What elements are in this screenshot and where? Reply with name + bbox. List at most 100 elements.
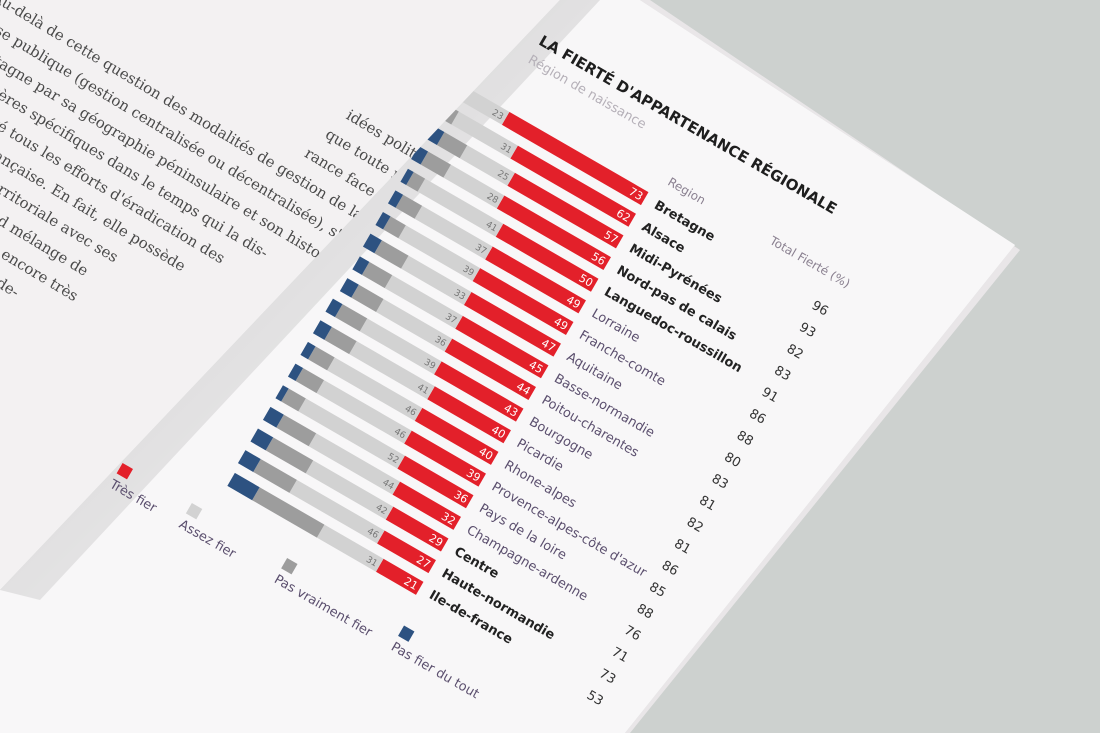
bar-segment <box>385 506 449 552</box>
bar-segment <box>434 361 524 422</box>
value-label: 25 <box>495 169 510 183</box>
bar-segment <box>377 530 436 574</box>
bar-segment <box>324 326 357 355</box>
bar-segment <box>281 388 306 412</box>
total-value: 82 <box>684 515 706 536</box>
bar-segment <box>463 291 561 357</box>
value-label: 40 <box>477 445 496 463</box>
bar-segment <box>451 111 518 159</box>
value-label: 40 <box>489 423 508 441</box>
total-value: 80 <box>721 450 743 471</box>
total-value: 88 <box>634 601 656 622</box>
total-value: 88 <box>734 428 756 449</box>
bar-segment <box>496 195 611 271</box>
total-value: 82 <box>784 342 806 363</box>
value-label: 49 <box>552 315 571 333</box>
bar-segment <box>312 320 332 340</box>
bar-segment <box>401 255 472 305</box>
value-label: 37 <box>473 243 488 257</box>
value-label: 39 <box>464 466 483 484</box>
value-label: 32 <box>439 510 458 528</box>
bar-segment <box>265 437 314 474</box>
total-value: 83 <box>771 363 793 384</box>
bar-segment <box>250 428 274 451</box>
bar-segment <box>404 430 486 487</box>
bar-segment <box>275 385 289 402</box>
bar-segment <box>411 145 429 165</box>
value-label: 43 <box>502 401 521 419</box>
bar-segment <box>384 275 463 329</box>
bar-segment <box>361 261 393 289</box>
value-label: 37 <box>443 312 458 326</box>
total-value: 93 <box>796 320 818 341</box>
bar-segment <box>287 363 304 381</box>
value-label: 27 <box>414 553 433 571</box>
bar-segment <box>507 172 624 249</box>
value-label: 52 <box>385 452 400 466</box>
bar-segment <box>289 479 385 544</box>
bar-segment <box>392 481 461 530</box>
bar-segment <box>276 414 317 447</box>
value-label: 47 <box>539 336 558 354</box>
total-value: 83 <box>709 471 731 492</box>
legend-swatch <box>185 502 203 520</box>
legend-swatch <box>398 625 415 642</box>
bar-segment <box>339 278 359 298</box>
value-label: 31 <box>498 142 513 156</box>
bar-segment <box>325 298 343 318</box>
right-page <box>0 0 1015 733</box>
value-label: 73 <box>627 185 646 203</box>
bar-segment <box>305 460 394 520</box>
legend-swatch <box>281 557 298 575</box>
bar-segment <box>387 190 404 208</box>
bar-segment <box>374 240 409 269</box>
bar-segment <box>252 487 325 538</box>
bar-segment <box>262 406 284 428</box>
bar-segment <box>375 558 424 595</box>
bar-segment <box>444 338 536 400</box>
bar-segment <box>417 178 504 237</box>
bar-segment <box>308 433 401 495</box>
bar-segment <box>253 458 297 493</box>
bar-segment <box>414 407 499 465</box>
value-label: 29 <box>427 531 446 549</box>
bar-segment <box>510 145 636 227</box>
bar-segment <box>427 386 511 444</box>
bar-segment <box>395 194 423 219</box>
bar-segment <box>436 132 468 159</box>
bar-segment <box>334 304 368 332</box>
bar-segment <box>458 86 510 125</box>
total-value: 81 <box>696 493 718 514</box>
total-value: 81 <box>671 536 693 557</box>
bar-segment <box>400 168 414 186</box>
value-label: 33 <box>452 288 467 302</box>
bar-segment <box>351 284 384 312</box>
total-value: 53 <box>584 688 606 709</box>
bar-segment <box>383 216 406 239</box>
bar-segment <box>443 164 505 209</box>
total-value: 76 <box>621 623 643 644</box>
value-label: 21 <box>402 575 421 593</box>
value-label: 62 <box>614 207 633 225</box>
bar-segment <box>420 151 451 178</box>
bar-segment <box>485 246 586 314</box>
bar-segment <box>362 233 382 254</box>
bar-segment <box>375 212 391 230</box>
total-value: 71 <box>609 645 631 666</box>
value-label: 50 <box>577 272 596 290</box>
total-value: 86 <box>659 558 681 579</box>
bar-segment <box>359 318 442 375</box>
value-label: 42 <box>374 503 389 517</box>
bar-segment <box>397 455 474 509</box>
value-label: 56 <box>589 250 608 268</box>
value-label: 41 <box>415 383 430 397</box>
bar-segment <box>352 256 370 275</box>
bar-segment <box>298 398 405 469</box>
bar-segment <box>459 145 515 186</box>
bar-segment <box>472 268 574 336</box>
value-label: 31 <box>364 555 379 569</box>
bar-segment <box>327 357 423 421</box>
bar-segment <box>316 380 412 444</box>
